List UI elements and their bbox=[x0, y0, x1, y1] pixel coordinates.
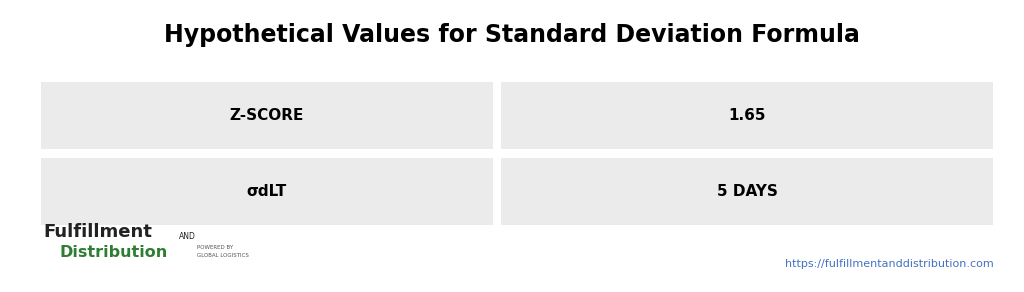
Text: GLOBAL LOGISTICS: GLOBAL LOGISTICS bbox=[197, 253, 249, 258]
Text: σdLT: σdLT bbox=[247, 184, 287, 199]
Text: POWERED BY: POWERED BY bbox=[197, 245, 232, 250]
Text: AND: AND bbox=[179, 232, 196, 241]
Bar bbox=[501, 82, 993, 149]
Bar bbox=[41, 158, 493, 225]
Text: Distribution: Distribution bbox=[59, 245, 168, 260]
Text: Hypothetical Values for Standard Deviation Formula: Hypothetical Values for Standard Deviati… bbox=[164, 23, 860, 47]
Text: https://fulfillmentanddistribution.com: https://fulfillmentanddistribution.com bbox=[784, 259, 993, 269]
Bar bbox=[41, 82, 493, 149]
Text: Fulfillment: Fulfillment bbox=[43, 223, 152, 241]
Bar bbox=[501, 158, 993, 225]
Text: 5 DAYS: 5 DAYS bbox=[717, 184, 777, 199]
Text: 1.65: 1.65 bbox=[728, 108, 766, 123]
Text: Z-SCORE: Z-SCORE bbox=[229, 108, 304, 123]
